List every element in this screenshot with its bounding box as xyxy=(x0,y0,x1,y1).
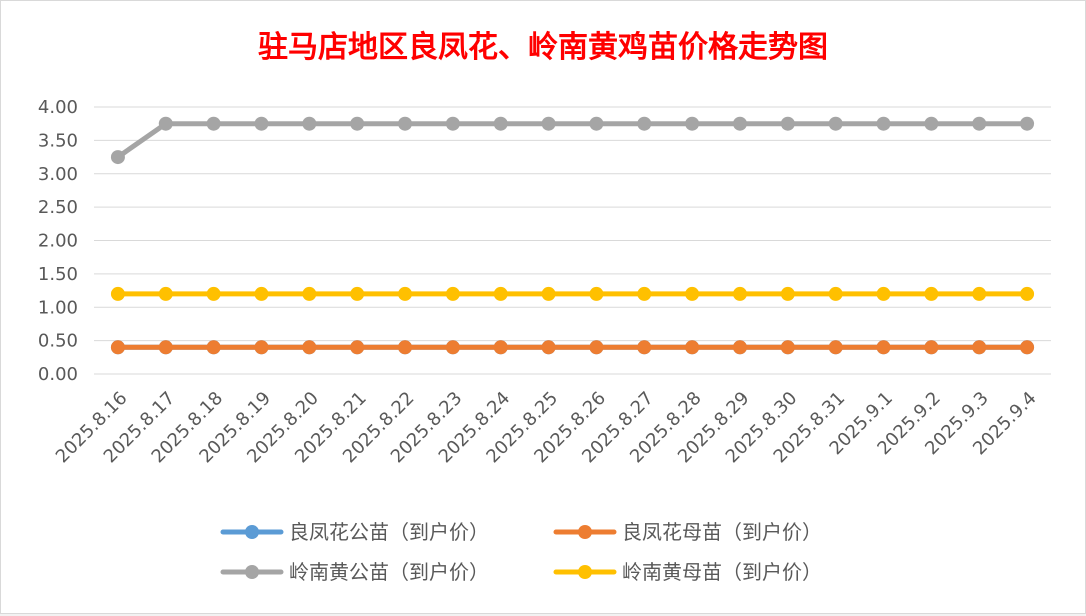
data-point xyxy=(493,340,508,355)
legend-marker xyxy=(245,565,259,579)
data-point xyxy=(493,116,508,131)
legend-entry: 岭南黄公苗（到户价） xyxy=(220,560,489,584)
data-point xyxy=(637,286,652,301)
data-point xyxy=(828,116,843,131)
data-point xyxy=(302,340,317,355)
y-tick-label: 3.50 xyxy=(38,130,78,151)
data-point xyxy=(924,286,939,301)
data-point xyxy=(350,116,365,131)
data-point xyxy=(158,340,173,355)
y-tick-label: 0.50 xyxy=(38,331,78,352)
gridlines xyxy=(94,106,1051,375)
data-point xyxy=(350,286,365,301)
data-point xyxy=(780,340,795,355)
data-point xyxy=(302,286,317,301)
data-point xyxy=(828,340,843,355)
data-point xyxy=(924,340,939,355)
data-point xyxy=(445,286,460,301)
data-point xyxy=(972,340,987,355)
legend-entry: 良凤花公苗（到户价） xyxy=(220,520,489,544)
data-point xyxy=(110,150,125,165)
y-tick-label: 3.00 xyxy=(38,164,78,185)
data-point xyxy=(254,340,269,355)
y-tick-label: 4.00 xyxy=(38,97,78,118)
data-point xyxy=(398,340,413,355)
data-point xyxy=(732,340,747,355)
data-point xyxy=(732,286,747,301)
data-point xyxy=(685,340,700,355)
data-point xyxy=(541,286,556,301)
data-point xyxy=(637,116,652,131)
data-point xyxy=(493,286,508,301)
chart-title: 驻马店地区良凤花、岭南黄鸡苗价格走势图 xyxy=(258,30,828,65)
data-point xyxy=(972,116,987,131)
data-point xyxy=(589,116,604,131)
data-point xyxy=(732,116,747,131)
y-tick-label: 1.50 xyxy=(38,264,78,285)
series-group xyxy=(110,286,1035,301)
data-point xyxy=(350,340,365,355)
data-point xyxy=(1020,286,1035,301)
data-point xyxy=(158,286,173,301)
data-point xyxy=(398,286,413,301)
data-point xyxy=(398,116,413,131)
data-point xyxy=(445,340,460,355)
series-group xyxy=(110,340,1035,355)
legend: 良凤花公苗（到户价） 良凤花母苗（到户价） 岭南黄公苗（到户价） 岭南黄母苗（到户价） xyxy=(220,520,822,584)
data-point xyxy=(828,286,843,301)
data-point xyxy=(876,286,891,301)
data-point xyxy=(110,340,125,355)
legend-label: 岭南黄母苗（到户价） xyxy=(622,560,822,584)
y-tick-label: 2.50 xyxy=(38,197,78,218)
series-group xyxy=(110,116,1035,165)
data-point xyxy=(924,116,939,131)
data-point xyxy=(876,116,891,131)
data-point xyxy=(254,286,269,301)
data-point xyxy=(589,286,604,301)
legend-marker xyxy=(245,525,259,539)
data-point xyxy=(1020,340,1035,355)
data-point xyxy=(445,116,460,131)
data-point xyxy=(685,116,700,131)
data-point xyxy=(780,116,795,131)
series-line xyxy=(115,121,1030,160)
legend-entry: 岭南黄母苗（到户价） xyxy=(553,560,822,584)
data-point xyxy=(206,116,221,131)
legend-label: 良凤花公苗（到户价） xyxy=(289,520,489,544)
legend-label: 良凤花母苗（到户价） xyxy=(622,520,822,544)
data-point xyxy=(254,116,269,131)
series-lines xyxy=(110,116,1035,355)
data-point xyxy=(972,286,987,301)
data-point xyxy=(302,116,317,131)
data-point xyxy=(541,340,556,355)
data-point xyxy=(685,286,700,301)
data-point xyxy=(206,286,221,301)
data-point xyxy=(206,340,221,355)
legend-marker xyxy=(578,525,592,539)
y-tick-label: 0.00 xyxy=(38,364,78,385)
y-tick-label: 1.00 xyxy=(38,297,78,318)
legend-marker xyxy=(578,565,592,579)
data-point xyxy=(158,116,173,131)
data-point xyxy=(541,116,556,131)
data-point xyxy=(876,340,891,355)
legend-label: 岭南黄公苗（到户价） xyxy=(289,560,489,584)
legend-entry: 良凤花母苗（到户价） xyxy=(553,520,822,544)
x-axis-tick-labels: 2025.8.162025.8.172025.8.182025.8.192025… xyxy=(52,388,1041,468)
y-axis-tick-labels: 0.00 0.50 1.00 1.50 2.00 2.50 3.00 3.50 4.00 xyxy=(38,97,78,385)
data-point xyxy=(110,286,125,301)
data-point xyxy=(1020,116,1035,131)
data-point xyxy=(637,340,652,355)
data-point xyxy=(780,286,795,301)
data-point xyxy=(589,340,604,355)
y-tick-label: 2.00 xyxy=(38,231,78,252)
